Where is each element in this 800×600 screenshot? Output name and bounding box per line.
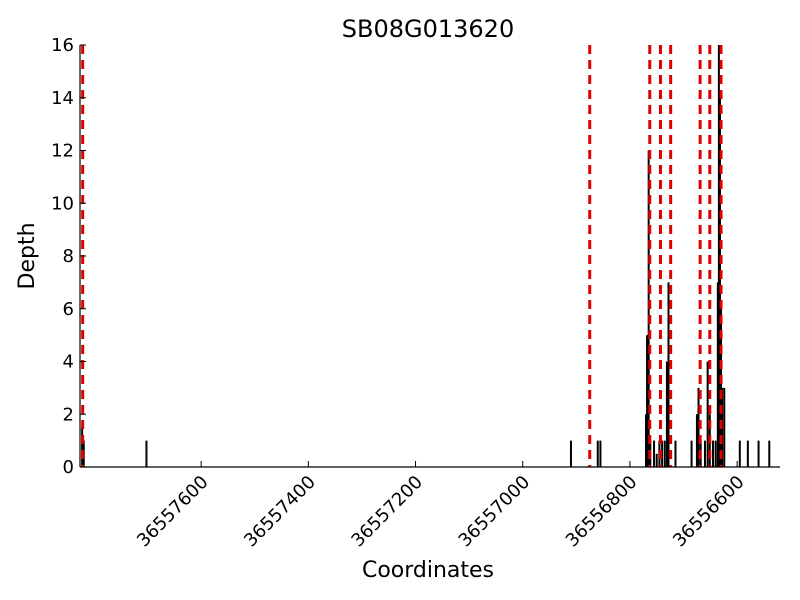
- x-tick-label: 36557000: [455, 472, 535, 552]
- y-tick-label: 12: [51, 141, 74, 162]
- y-tick-label: 16: [51, 35, 74, 56]
- x-axis-ticks: 36557600 36557400 36557200 36557000 36556800…: [133, 461, 749, 551]
- x-tick-label: 36556600: [669, 472, 749, 552]
- y-tick-label: 0: [63, 457, 74, 478]
- y-tick-label: 8: [63, 246, 74, 267]
- y-axis-ticks: 0 2 4 6 8 10 12 14 16: [51, 35, 86, 478]
- y-tick-label: 10: [51, 193, 74, 214]
- y-axis-label: Depth: [15, 222, 40, 289]
- chart-title: SB08G013620: [342, 15, 514, 43]
- x-tick-label: 36557400: [240, 472, 320, 552]
- x-tick-label: 36557600: [133, 472, 213, 552]
- y-tick-label: 14: [51, 88, 74, 109]
- x-tick-label: 36557200: [347, 472, 427, 552]
- y-tick-label: 6: [63, 299, 74, 320]
- axes: [79, 45, 780, 468]
- x-axis-label: Coordinates: [362, 558, 494, 583]
- y-tick-label: 2: [63, 404, 74, 425]
- depth-bars: [81, 45, 771, 467]
- exon-boundary-markers: [81, 45, 723, 467]
- x-tick-label: 36556800: [562, 472, 642, 552]
- y-tick-label: 4: [63, 352, 74, 373]
